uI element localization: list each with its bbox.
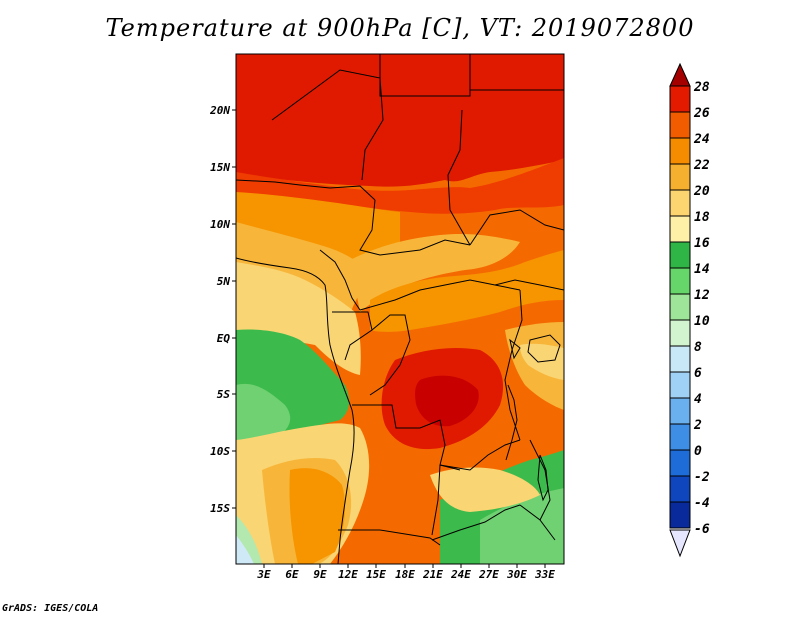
border-drc-zambia: [439, 439, 521, 471]
colorbar-label: 24: [693, 132, 710, 147]
lake-malawi: [537, 454, 549, 502]
coastline-west: [236, 257, 355, 564]
lat-label: 5S: [217, 388, 231, 401]
colorbar-label: -4: [694, 496, 710, 511]
lat-label: 10N: [210, 218, 230, 231]
colorbar-block: [669, 449, 691, 477]
border-nigeria: [236, 179, 376, 201]
colorbar-block: [669, 85, 691, 113]
colorbar-label: 10: [694, 314, 710, 329]
colorbar-block: [669, 475, 691, 503]
border-angola-south: [338, 529, 441, 546]
colorbar-label: 2: [693, 418, 702, 433]
lat-label: 5N: [217, 275, 231, 288]
colorbar-block: [669, 501, 691, 529]
colorbar-block: [669, 163, 691, 191]
lat-label: 15N: [210, 161, 230, 174]
colorbar-label: 8: [694, 340, 702, 355]
colorbar-label: 14: [694, 262, 710, 277]
lon-label: 12E: [338, 568, 358, 581]
field-gabon-12: [236, 383, 291, 445]
lon-label: 30E: [506, 568, 527, 581]
field-namibia-6: [236, 535, 254, 564]
field-sahel-26: [236, 158, 564, 214]
lon-label: 24E: [450, 568, 471, 581]
colorbar-block: [669, 137, 691, 165]
field-congo-core: [415, 375, 479, 427]
colorbar-block: [669, 423, 691, 451]
lat-label: 10S: [210, 445, 230, 458]
colorbar-block: [669, 189, 691, 217]
colorbar-label: 20: [693, 184, 710, 199]
colorbar-block: [669, 215, 691, 243]
map-title: Temperature at 900hPa [C], VT: 201907280…: [105, 14, 695, 42]
lon-label: 3E: [256, 568, 271, 581]
colorbar-block: [669, 345, 691, 373]
border-zambia-zimbabwe: [431, 504, 521, 541]
field-mozambique-12: [480, 488, 564, 564]
field-angola-22: [289, 468, 346, 564]
colorbar-top-arrow: [669, 62, 691, 87]
lon-label: 21E: [422, 568, 443, 581]
lat-label: 20N: [209, 104, 230, 117]
field-zambia-18: [430, 467, 540, 512]
country-borders: [236, 54, 564, 564]
field-coast-18: [236, 262, 361, 375]
colorbar-label: 4: [694, 392, 702, 407]
colorbar-label: -6: [694, 522, 710, 537]
border-chad-sudan: [447, 109, 471, 246]
colorbar-block: [669, 293, 691, 321]
border-ss-uganda: [494, 279, 564, 291]
lon-label: 27E: [478, 568, 499, 581]
border-mozambique: [519, 504, 556, 541]
colorbar-label: -2: [694, 470, 710, 485]
longitude-axis: 3E 6E 9E 12E 15E 18E 21E 24E 27E 30E 33E: [256, 564, 555, 581]
border-angola-north: [352, 404, 461, 471]
colorbar-label: 16: [694, 236, 710, 251]
colorbar-block: [669, 267, 691, 295]
border-chad-car: [359, 199, 471, 256]
lat-label: EQ: [217, 332, 231, 345]
lake-albert: [509, 338, 521, 360]
colorbar-blocks: [669, 85, 691, 529]
colorbar-label: 22: [693, 158, 710, 173]
colorbar-bottom-arrow: [669, 529, 691, 558]
colorbar-block: [669, 371, 691, 399]
border-niger-chad: [271, 69, 384, 181]
lake-victoria: [527, 334, 561, 363]
colorbar-block: [669, 111, 691, 139]
colorbar-label: 26: [693, 106, 710, 121]
colorbar-label: 12: [694, 288, 710, 303]
colorbar-label: 0: [694, 444, 702, 459]
field-central-22: [370, 250, 564, 332]
colorbar-label: 6: [694, 366, 702, 381]
field-north-28: [236, 54, 564, 187]
lon-label: 9E: [313, 568, 327, 581]
colorbar-label: 28: [693, 80, 710, 95]
map-frame: [235, 53, 565, 565]
border-libya-sudan: [379, 54, 471, 97]
grads-credit: GrADS: IGES/COLA: [2, 603, 99, 614]
latitude-axis: 20N 15N 10N 5N EQ 5S 10S 15S: [209, 104, 236, 515]
colorbar-block: [669, 319, 691, 347]
border-cameroon: [319, 249, 361, 311]
lon-label: 6E: [285, 568, 299, 581]
colorbar-block: [669, 241, 691, 269]
border-lake-tanganyika: [505, 384, 518, 461]
border-drc-east: [504, 289, 523, 441]
border-south-sudan: [469, 209, 564, 246]
lon-label: 33E: [534, 568, 555, 581]
border-angola-zambia: [431, 464, 441, 536]
lat-label: 15S: [210, 502, 230, 515]
colorbar-label: 18: [694, 210, 710, 225]
lon-label: 15E: [366, 568, 386, 581]
colorbar-block: [669, 397, 691, 425]
lon-label: 18E: [395, 568, 415, 581]
temperature-field: [236, 54, 564, 564]
border-congo-drc: [369, 314, 411, 396]
